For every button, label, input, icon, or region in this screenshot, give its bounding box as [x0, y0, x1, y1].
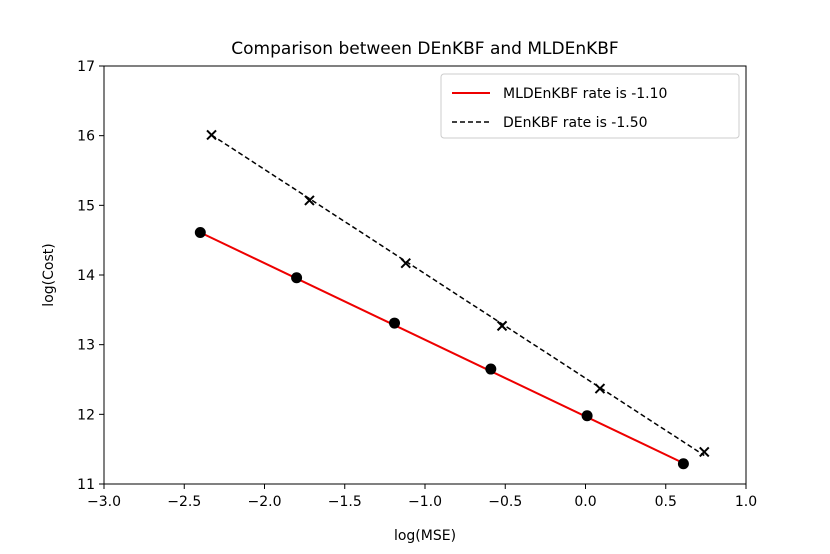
series-layer [194, 129, 710, 470]
x-tick-label: −2.0 [248, 494, 282, 510]
data-point-denkbf [594, 383, 606, 394]
series-line-denkbf [211, 134, 705, 457]
data-point-mldenkbf [485, 363, 497, 375]
ticks-layer: −3.0 −2.5 −2.0 −1.5 −1.0 −0.5 0.0 0.5 1.0 11 12 13 1… [77, 59, 757, 510]
x-tick-label: −1.5 [328, 494, 362, 510]
data-point-mldenkbf [389, 317, 401, 329]
data-point-denkbf [206, 129, 217, 141]
y-tick-label: 12 [77, 407, 95, 423]
y-tick-label: 13 [77, 338, 95, 354]
x-tick-label: −1.0 [408, 494, 442, 510]
legend-label-denkbf: DEnKBF rate is -1.50 [503, 115, 648, 131]
y-tick-label: 15 [77, 198, 95, 214]
data-point-mldenkbf [291, 272, 303, 284]
data-point-denkbf [400, 257, 411, 269]
y-axis-label: log(Cost) [41, 243, 57, 306]
y-tick-label: 16 [77, 129, 95, 145]
y-tick-label: 11 [77, 477, 95, 493]
data-point-denkbf [699, 446, 710, 458]
legend: MLDEnKBF rate is -1.10 DEnKBF rate is -1… [440, 73, 740, 139]
data-point-mldenkbf [581, 410, 593, 422]
data-point-mldenkbf [677, 458, 689, 470]
x-tick-label: −3.0 [87, 494, 121, 510]
chart-title: Comparison between DEnKBF and MLDEnKBF [231, 39, 618, 59]
y-tick-label: 17 [77, 59, 95, 75]
legend-label-mldenkbf: MLDEnKBF rate is -1.10 [503, 86, 667, 102]
x-axis-label: log(MSE) [394, 528, 456, 544]
y-tick-label: 14 [77, 268, 95, 284]
x-tick-label: 1.0 [735, 494, 757, 510]
x-tick-label: −2.5 [167, 494, 201, 510]
data-point-denkbf [496, 320, 508, 332]
legend-box [440, 73, 740, 139]
x-tick-label: −0.5 [488, 494, 522, 510]
data-point-mldenkbf [194, 227, 206, 239]
data-point-denkbf [304, 195, 315, 206]
x-tick-label: 0.5 [655, 494, 677, 510]
series-line-mldenkbf [199, 231, 684, 465]
x-tick-label: 0.0 [574, 494, 596, 510]
